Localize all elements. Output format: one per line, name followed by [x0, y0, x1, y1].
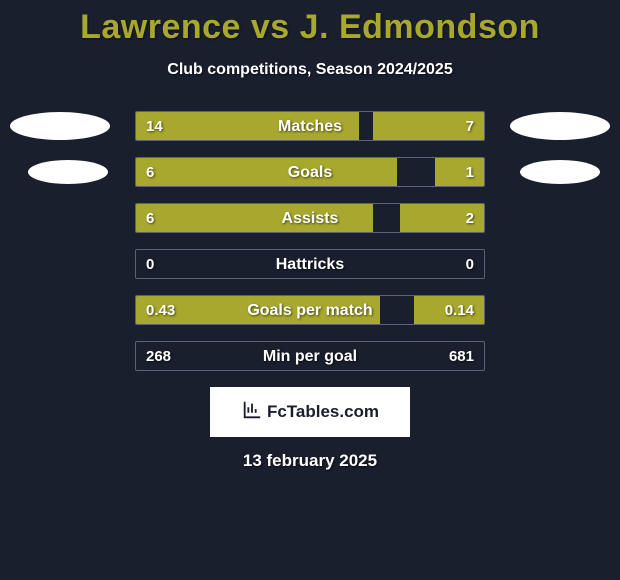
bar-track: 268 681Min per goal — [135, 341, 485, 371]
logo-text: FcTables.com — [267, 402, 379, 422]
bar-track: 62Assists — [135, 203, 485, 233]
stat-value-left: 6 — [146, 158, 154, 187]
page-title: Lawrence vs J. Edmondson — [0, 0, 620, 47]
bar-track: 147Matches — [135, 111, 485, 141]
bar-left — [136, 204, 373, 232]
stat-value-right: 681 — [449, 342, 474, 371]
chart-icon — [241, 399, 263, 426]
stat-value-right: 1 — [466, 158, 474, 187]
stat-label: Min per goal — [136, 342, 484, 371]
stat-value-left: 6 — [146, 204, 154, 233]
stat-value-left: 0.43 — [146, 296, 175, 325]
stat-row: 147Matches — [0, 111, 620, 141]
bar-track: 61Goals — [135, 157, 485, 187]
stat-row: 61Goals — [0, 157, 620, 187]
bar-track: 0.430.14Goals per match — [135, 295, 485, 325]
stat-row: 0.430.14Goals per match — [0, 295, 620, 325]
stat-value-left: 0 — [146, 250, 154, 279]
team-badge-left — [28, 160, 108, 184]
stat-value-left: 14 — [146, 112, 163, 141]
stat-value-right: 2 — [466, 204, 474, 233]
date-text: 13 february 2025 — [0, 451, 620, 471]
stat-value-right: 7 — [466, 112, 474, 141]
stat-label: Hattricks — [136, 250, 484, 279]
logo-box: FcTables.com — [210, 387, 410, 437]
bar-right — [435, 158, 484, 186]
stat-value-left: 268 — [146, 342, 171, 371]
bar-left — [136, 112, 359, 140]
team-badge-left — [10, 112, 110, 140]
stat-row: 268 681Min per goal — [0, 341, 620, 371]
team-badge-right — [510, 112, 610, 140]
stat-value-right: 0.14 — [445, 296, 474, 325]
stats-container: 147Matches61Goals62Assists00Hattricks0.4… — [0, 111, 620, 371]
team-badge-right — [520, 160, 600, 184]
bar-track: 0 0Hattricks — [135, 249, 485, 279]
stat-row: 0 0Hattricks — [0, 249, 620, 279]
stat-value-right: 0 — [466, 250, 474, 279]
subtitle: Club competitions, Season 2024/2025 — [0, 61, 620, 79]
stat-row: 62Assists — [0, 203, 620, 233]
bar-left — [136, 158, 397, 186]
